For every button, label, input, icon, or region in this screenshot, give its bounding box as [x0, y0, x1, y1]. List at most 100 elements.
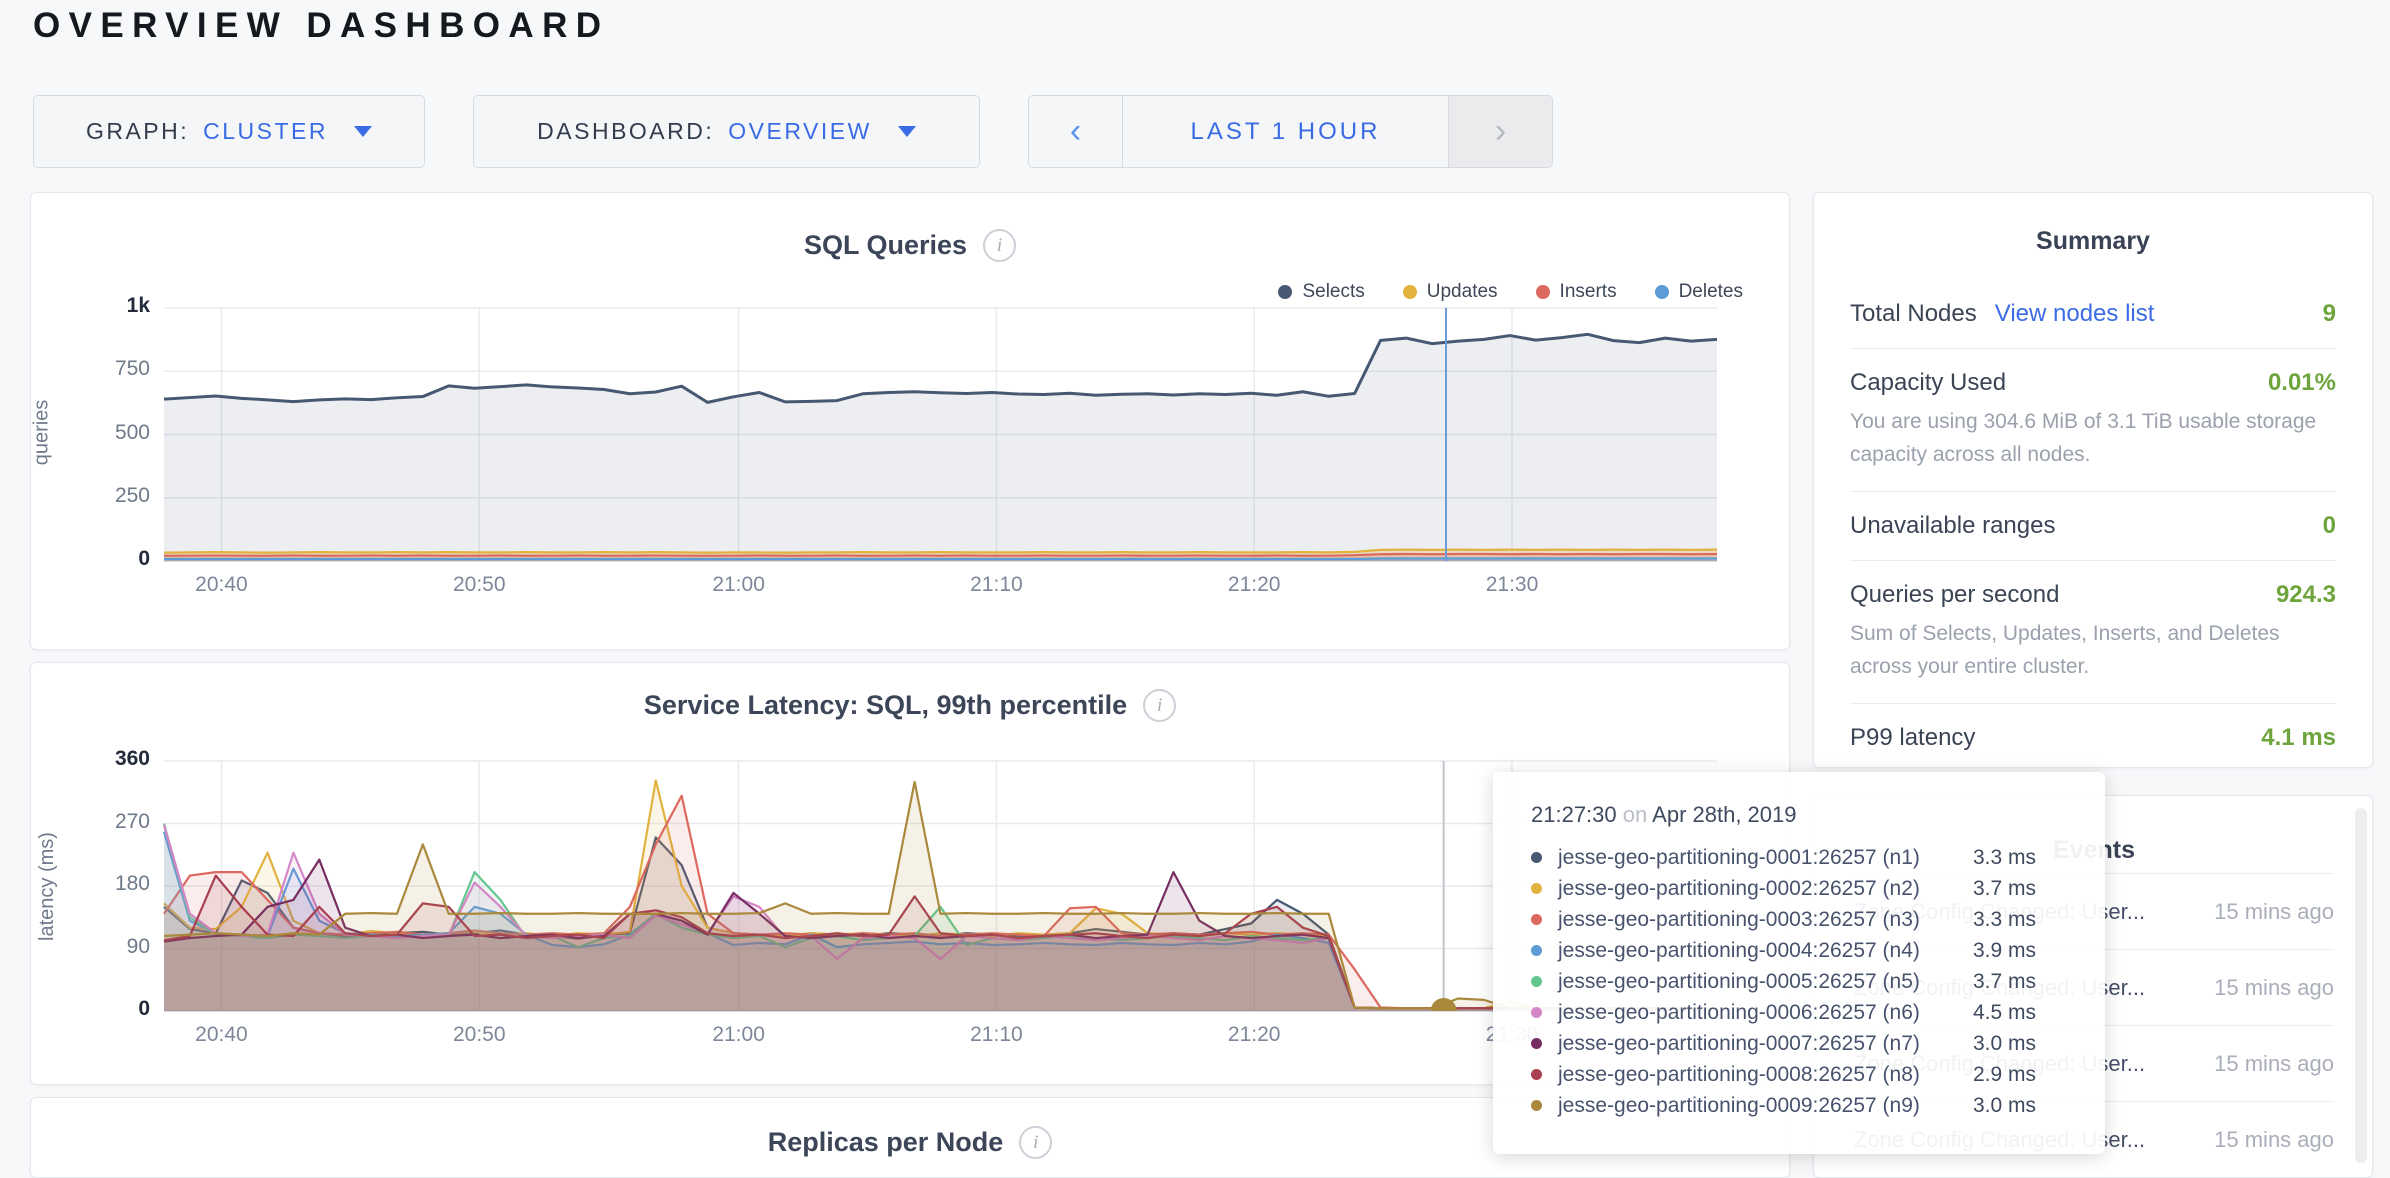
sql-queries-chart-card[interactable]: SQL Queries i Selects Updates Inserts De… [30, 192, 1790, 650]
tooltip-node-latency: 2.9 ms [1973, 1062, 2037, 1086]
summary-row-label: Total Nodes [1850, 300, 1977, 327]
node-series-dot-icon [1531, 1100, 1542, 1111]
x-axis-tick-label: 21:10 [970, 573, 1023, 596]
dashboard-dropdown-value: OVERVIEW [728, 118, 872, 144]
node-series-dot-icon [1531, 852, 1542, 863]
summary-row-queries-per-second: Queries per second 924.3 Sum of Selects,… [1850, 561, 2336, 704]
info-icon[interactable]: i [983, 229, 1017, 262]
summary-row-value: 0.01% [2267, 369, 2336, 396]
graph-dropdown[interactable]: GRAPH: CLUSTER [33, 95, 425, 168]
legend-item-updates[interactable]: Updates [1402, 281, 1498, 303]
replicas-chart-title: Replicas per Node [767, 1127, 1004, 1157]
x-axis-tick-label: 20:50 [452, 573, 506, 596]
x-axis-tick-label: 21:00 [712, 573, 765, 596]
x-axis-tick-label: 20:40 [195, 573, 248, 596]
tooltip-node-latency: 3.3 ms [1973, 907, 2037, 931]
tooltip-time: 21:27:30 [1531, 802, 1617, 827]
service-latency-canvas[interactable] [162, 760, 1717, 1027]
tooltip-node-row: jesse-geo-partitioning-0008:26257 (n8) 2… [1531, 1059, 2065, 1090]
events-scrollbar[interactable] [2355, 808, 2367, 1163]
tooltip-date: Apr 28th, 2019 [1652, 802, 1797, 827]
graph-dropdown-label: GRAPH: [85, 118, 190, 144]
tooltip-node-name: jesse-geo-partitioning-0001:26257 (n1) [1558, 845, 1920, 869]
node-series-dot-icon [1531, 1038, 1542, 1049]
tooltip-node-name: jesse-geo-partitioning-0009:26257 (n9) [1558, 1093, 1920, 1117]
legend-item-deletes[interactable]: Deletes [1654, 281, 1743, 303]
event-row[interactable]: Zone Config Changed: User... 15 mins ago [1854, 1101, 2334, 1177]
tooltip-node-row: jesse-geo-partitioning-0005:26257 (n5) 3… [1531, 966, 2065, 997]
chevron-down-icon [897, 126, 916, 137]
legend-item-inserts[interactable]: Inserts [1535, 281, 1617, 303]
tooltip-node-row: jesse-geo-partitioning-0007:26257 (n7) 3… [1531, 1028, 2065, 1059]
summary-panel: Summary Total Nodes View nodes list 9 Ca… [1813, 192, 2373, 768]
summary-row-value: 0 [2322, 512, 2336, 539]
summary-row-value: 9 [2322, 300, 2336, 327]
node-series-dot-icon [1531, 883, 1542, 894]
y-axis-tick-label: 500 [114, 420, 150, 444]
y-axis-tick-label: 90 [126, 934, 150, 958]
chevron-left-icon: ‹ [1069, 112, 1082, 150]
tooltip-node-latency: 3.7 ms [1973, 876, 2037, 900]
tooltip-node-name: jesse-geo-partitioning-0004:26257 (n4) [1558, 938, 1920, 962]
page-title: OVERVIEW DASHBOARD [33, 6, 610, 45]
service-latency-y-axis-label: latency (ms) [35, 832, 58, 941]
summary-row-unavailable-ranges: Unavailable ranges 0 [1850, 492, 2336, 561]
summary-row-label: Queries per second [1850, 581, 2060, 608]
legend-label: Updates [1426, 281, 1498, 302]
tooltip-node-row: jesse-geo-partitioning-0004:26257 (n4) 3… [1531, 935, 2065, 966]
event-timestamp: 15 mins ago [2214, 898, 2334, 924]
view-nodes-list-link[interactable]: View nodes list [1994, 300, 2155, 327]
x-axis-tick-label: 21:10 [970, 1023, 1023, 1046]
y-axis-tick-label: 250 [114, 483, 150, 507]
dashboard-dropdown-label: DASHBOARD: [537, 118, 715, 144]
node-series-dot-icon [1531, 945, 1542, 956]
tooltip-node-name: jesse-geo-partitioning-0005:26257 (n5) [1558, 969, 1920, 993]
summary-row-label: P99 latency [1850, 724, 1976, 751]
legend-label: Inserts [1559, 281, 1617, 302]
tooltip-node-latency: 3.0 ms [1973, 1093, 2037, 1117]
tooltip-timestamp: 21:27:30 on Apr 28th, 2019 [1531, 802, 2065, 828]
x-axis-tick-label: 21:00 [712, 1023, 765, 1046]
info-icon[interactable]: i [1019, 1126, 1053, 1159]
legend-label: Deletes [1678, 281, 1743, 302]
legend-label: Selects [1302, 281, 1365, 302]
x-axis-tick-label: 20:50 [452, 1023, 506, 1046]
node-series-dot-icon [1531, 1007, 1542, 1018]
chart-hover-tooltip: 21:27:30 on Apr 28th, 2019 jesse-geo-par… [1493, 772, 2105, 1154]
time-window-prev-button[interactable]: ‹ [1029, 96, 1123, 167]
sql-queries-legend: Selects Updates Inserts Deletes [1278, 281, 1743, 303]
x-axis-tick-label: 21:20 [1227, 1023, 1281, 1046]
sql-queries-chart-title: SQL Queries [803, 230, 968, 260]
summary-row-value: 4.1 ms [2261, 724, 2336, 751]
y-axis-tick-label: 0 [138, 997, 150, 1020]
legend-item-selects[interactable]: Selects [1278, 281, 1365, 303]
event-timestamp: 15 mins ago [2214, 974, 2334, 1000]
summary-row-label: Unavailable ranges [1850, 512, 2056, 539]
tooltip-node-latency: 3.7 ms [1973, 969, 2037, 993]
summary-row-value: 924.3 [2275, 581, 2336, 608]
summary-row-subtext: Sum of Selects, Updates, Inserts, and De… [1850, 622, 2280, 678]
graph-dropdown-value: CLUSTER [203, 118, 329, 144]
tooltip-node-latency: 3.0 ms [1973, 1031, 2037, 1055]
sql-queries-y-axis-label: queries [30, 399, 53, 466]
summary-row-p99-latency: P99 latency 4.1 ms [1850, 704, 2336, 772]
tooltip-node-name: jesse-geo-partitioning-0002:26257 (n2) [1558, 876, 1920, 900]
time-window-next-button[interactable]: › [1448, 96, 1552, 167]
x-axis-tick-label: 20:40 [195, 1023, 248, 1046]
time-window-selector: ‹ LAST 1 HOUR › [1028, 95, 1553, 168]
time-window-label[interactable]: LAST 1 HOUR [1190, 117, 1381, 145]
service-latency-chart-card[interactable]: Service Latency: SQL, 99th percentile i … [30, 662, 1790, 1085]
updates-dot-icon [1402, 285, 1417, 299]
y-axis-tick-label: 360 [114, 747, 150, 770]
y-axis-tick-label: 750 [114, 357, 150, 381]
y-axis-tick-label: 1k [126, 294, 150, 317]
summary-row-capacity-used: Capacity Used 0.01% You are using 304.6 … [1850, 349, 2336, 492]
info-icon[interactable]: i [1143, 689, 1177, 722]
x-axis-tick-label: 21:20 [1227, 573, 1281, 596]
summary-title: Summary [2036, 227, 2150, 255]
dashboard-dropdown[interactable]: DASHBOARD: OVERVIEW [473, 95, 980, 168]
tooltip-node-row: jesse-geo-partitioning-0006:26257 (n6) 4… [1531, 997, 2065, 1028]
sql-queries-canvas[interactable] [163, 307, 1718, 577]
service-latency-chart-title: Service Latency: SQL, 99th percentile [643, 690, 1128, 720]
node-series-dot-icon [1531, 914, 1542, 925]
